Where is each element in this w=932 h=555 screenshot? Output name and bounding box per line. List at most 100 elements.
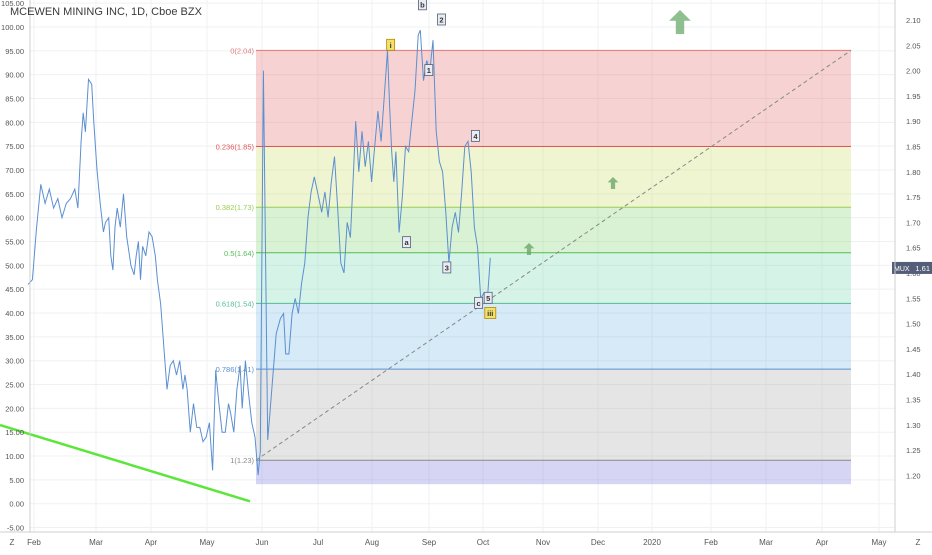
x-tick-label: Mar [89, 538, 103, 547]
fib-band [256, 303, 851, 370]
fib-level-label: 1(1.23) [230, 456, 254, 465]
left-axis-tick-label: 50.00 [5, 261, 24, 270]
price-badge-background [892, 261, 932, 274]
right-axis-tick-label: 2.00 [906, 67, 921, 76]
x-tick-label: Apr [145, 538, 158, 547]
fib-band [256, 252, 851, 304]
x-tick-label: Feb [27, 538, 41, 547]
left-axis-tick-label: 5.00 [9, 476, 24, 485]
x-tick-label: Feb [704, 538, 718, 547]
x-tick-label: Dec [591, 538, 605, 547]
wave-label-text: 2 [439, 16, 443, 25]
left-axis-tick-label: 75.00 [5, 142, 24, 151]
price-badge-symbol: MUX [894, 266, 910, 273]
right-axis-tick-label: 1.65 [906, 244, 921, 253]
left-axis-tick-label: 90.00 [5, 71, 24, 80]
wave-label-text: 5 [486, 294, 490, 303]
price-badge-value: 1.61 [915, 264, 930, 273]
left-axis-tick-label: 40.00 [5, 309, 24, 318]
chart-title: MCEWEN MINING INC, 1D, Cboe BZX [10, 6, 202, 18]
left-axis-tick-label: 0.00 [9, 500, 24, 509]
fib-level-label: 0.786(1.41) [216, 365, 255, 374]
x-tick-label: Oct [477, 538, 490, 547]
wave-label-text: b [420, 0, 425, 9]
wave-label-box [418, 0, 427, 11]
wave-label-text: a [404, 238, 409, 247]
x-tick-label: Jun [256, 538, 269, 547]
left-axis-tick-label: 30.00 [5, 357, 24, 366]
right-axis-background [895, 0, 932, 550]
wave-label-box [483, 291, 493, 304]
up-arrow-shape [607, 177, 619, 189]
fib-band [256, 50, 851, 147]
wave-label-box [424, 64, 434, 76]
left-axis-tick-label: 45.00 [5, 285, 24, 294]
wave-label-text: c [477, 299, 481, 308]
x-tick-label: Nov [536, 538, 550, 547]
left-axis-tick-label: 20.00 [5, 404, 24, 413]
x-tick-label: Jul [313, 538, 323, 547]
left-axis-tick-label: 25.00 [5, 381, 24, 390]
wave-label-box [484, 307, 497, 319]
price-badge: MUX 1.61 [892, 261, 932, 274]
left-axis-tick-label: 55.00 [5, 238, 24, 247]
right-axis-tick-label: 1.30 [906, 421, 921, 430]
x-tick-label: Mar [759, 538, 773, 547]
right-axis-tick-label: 1.25 [906, 446, 921, 455]
right-axis-tick-label: 1.55 [906, 294, 921, 303]
wave-label-box [437, 13, 446, 26]
left-corner-label: Z [10, 538, 15, 547]
left-axis-tick-label: 105.00 [1, 0, 24, 8]
wave-label-text: iii [487, 309, 493, 318]
right-axis-tick-label: 2.05 [906, 41, 921, 50]
right-axis-tick-label: 1.70 [906, 218, 921, 227]
left-axis-tick-label: 35.00 [5, 333, 24, 342]
right-axis-tick-label: 1.80 [906, 168, 921, 177]
left-axis-tick-label: -5.00 [7, 524, 24, 533]
wave-label-text: 3 [445, 263, 449, 272]
left-axis-tick-label: 15.00 [5, 428, 24, 437]
right-axis-tick-label: 2.10 [906, 16, 921, 25]
left-axis-tick-label: 60.00 [5, 214, 24, 223]
x-tick-label: Apr [816, 538, 829, 547]
fib-band [256, 207, 851, 253]
x-tick-label: Aug [365, 538, 379, 547]
right-axis-tick-label: 1.95 [906, 92, 921, 101]
left-axis-tick-label: 100.00 [1, 23, 24, 32]
fib-band [256, 460, 851, 485]
wave-label-box [442, 261, 452, 274]
wave-label-text: 4 [473, 132, 478, 141]
up-arrow-shape [523, 243, 535, 255]
right-axis-tick-label: 1.85 [906, 143, 921, 152]
left-axis-tick-label: 70.00 [5, 166, 24, 175]
wave-label-box [474, 296, 484, 309]
wave-label-text: 1 [427, 66, 431, 75]
right-axis-tick-label: 1.50 [906, 320, 921, 329]
price-line-series [27, 29, 491, 476]
green-trend-line [0, 423, 251, 503]
right-corner-label: Z [916, 538, 921, 547]
right-axis-tick-label: 1.90 [906, 117, 921, 126]
fib-level-label: 0.236(1.85) [216, 143, 255, 152]
x-tick-label: May [871, 538, 886, 547]
fib-level-label: 0.5(1.64) [224, 249, 255, 258]
left-axis-tick-label: 85.00 [5, 95, 24, 104]
right-axis-tick-label: 1.35 [906, 396, 921, 405]
wave-label-box [402, 236, 411, 249]
right-axis-tick-label: 1.40 [906, 370, 921, 379]
wave-label-box [386, 38, 396, 51]
left-axis-tick-label: 80.00 [5, 118, 24, 127]
fib-level-label: 0.618(1.54) [216, 299, 255, 308]
left-axis-tick-label: 65.00 [5, 190, 24, 199]
trend-projection-line [255, 49, 852, 461]
right-axis-tick-label: 1.45 [906, 345, 921, 354]
x-tick-label: Sep [422, 538, 437, 547]
fib-level-label: 0(2.04) [230, 46, 254, 55]
wave-label-text: i [390, 41, 392, 50]
wave-label-box [471, 129, 480, 142]
x-tick-label: 2020 [643, 538, 661, 547]
right-axis-tick-label: 1.75 [906, 193, 921, 202]
x-tick-label: May [199, 538, 214, 547]
